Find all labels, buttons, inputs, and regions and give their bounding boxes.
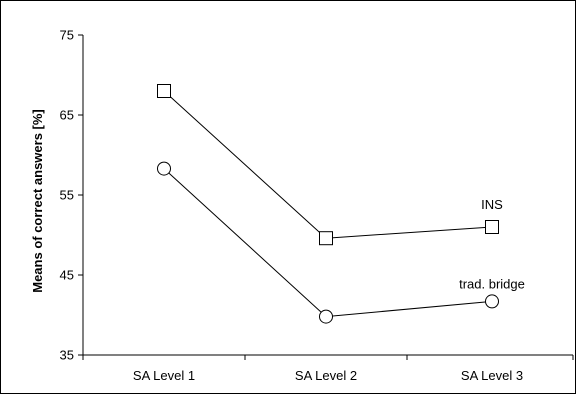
- series-label: trad. bridge: [459, 276, 525, 291]
- series-point-circle: [319, 309, 333, 324]
- series-line: [163, 90, 493, 239]
- y-tick-label: 45: [60, 268, 74, 283]
- x-tick-label: SA Level 3: [461, 368, 523, 383]
- x-tick-label: SA Level 2: [295, 368, 357, 383]
- series-point-square: [485, 220, 499, 234]
- y-axis-title: Means of correct answers [%]: [30, 109, 45, 293]
- plot-area: 35 45 55 65 75 SA Level 1 SA Level 2 SA Level 3…: [60, 28, 574, 383]
- series-point-square: [157, 84, 171, 98]
- y-tick-label: 65: [60, 108, 74, 123]
- series-label: INS: [481, 197, 503, 212]
- y-tick-label: 55: [60, 188, 74, 203]
- x-tick-label: SA Level 1: [133, 368, 195, 383]
- y-tick-label: 35: [60, 348, 74, 363]
- series-point-circle: [485, 294, 499, 309]
- y-tick-label: 75: [60, 28, 74, 43]
- series-point-square: [319, 231, 333, 246]
- series-point-circle: [157, 161, 171, 176]
